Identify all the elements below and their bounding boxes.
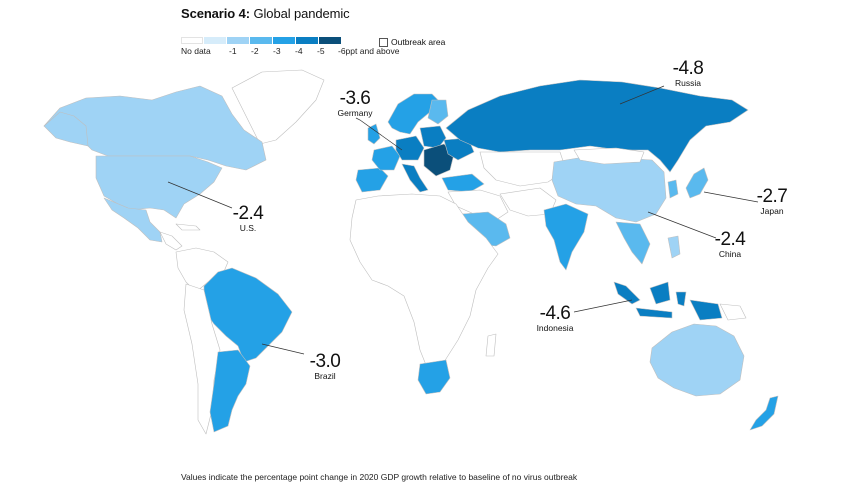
country-australia bbox=[649, 323, 745, 397]
callout-value: -3.6 bbox=[339, 88, 371, 109]
country-andes bbox=[183, 283, 221, 435]
country-central-america bbox=[159, 231, 183, 251]
country-uk bbox=[367, 123, 381, 145]
callout-brazil: -3.0 Brazil bbox=[302, 351, 348, 381]
leader-indonesia bbox=[573, 299, 633, 313]
country-central-asia bbox=[479, 151, 567, 187]
country-indonesia-borneo bbox=[649, 281, 671, 305]
callout-country: China bbox=[718, 249, 742, 259]
country-finland bbox=[427, 99, 449, 125]
callout-country: Russia bbox=[675, 78, 701, 88]
leader-japan bbox=[703, 191, 759, 203]
country-southeast-asia bbox=[615, 221, 651, 265]
country-brazil bbox=[203, 267, 293, 363]
legend-label-no-data: No data bbox=[181, 46, 211, 56]
callout-country: Indonesia bbox=[536, 323, 574, 333]
title-text: Global pandemic bbox=[250, 6, 350, 21]
footnote: Values indicate the percentage point cha… bbox=[181, 472, 578, 482]
legend-label-4: -4 bbox=[295, 46, 303, 56]
callout-country: Japan bbox=[760, 206, 784, 216]
callout-country: Brazil bbox=[314, 371, 336, 381]
country-eastern-europe bbox=[423, 143, 455, 177]
leader-russia bbox=[619, 85, 665, 105]
legend-swatch-3 bbox=[250, 37, 272, 44]
legend-swatch-2 bbox=[227, 37, 249, 44]
callout-value: -4.6 bbox=[539, 303, 571, 324]
outbreak-label: Outbreak area bbox=[391, 37, 446, 47]
legend-label-5: -5 bbox=[317, 46, 325, 56]
country-indonesia-sumatra bbox=[613, 281, 641, 305]
country-new-zealand bbox=[749, 395, 779, 431]
callout-country: U.S. bbox=[239, 223, 257, 233]
callout-value: -4.8 bbox=[672, 58, 704, 79]
country-russia bbox=[445, 79, 749, 173]
callout-indonesia: -4.6 Indonesia bbox=[530, 303, 580, 333]
callout-germany: -3.6 Germany bbox=[332, 88, 378, 118]
leader-germany bbox=[355, 117, 403, 151]
country-philippines bbox=[667, 235, 681, 259]
leader-us bbox=[167, 181, 233, 209]
leader-china bbox=[647, 211, 717, 239]
callout-country: Germany bbox=[337, 108, 373, 118]
country-india bbox=[543, 203, 589, 271]
legend-swatch-4 bbox=[273, 37, 295, 44]
country-caribbean bbox=[175, 223, 201, 231]
country-japan bbox=[685, 167, 709, 199]
legend-label-2: -2 bbox=[251, 46, 259, 56]
country-italy bbox=[401, 163, 429, 193]
country-mongolia bbox=[573, 147, 645, 165]
callout-value: -2.4 bbox=[714, 229, 746, 250]
legend-labels: No data -1 -2 -3 -4 -5 -6ppt and above bbox=[181, 46, 421, 58]
title-scenario: Scenario 4: bbox=[181, 6, 250, 21]
outbreak-legend: Outbreak area bbox=[379, 37, 445, 47]
country-turkey bbox=[441, 173, 485, 193]
country-usa bbox=[95, 155, 223, 219]
callout-china: -2.4 China bbox=[708, 229, 752, 259]
country-korea bbox=[667, 179, 679, 199]
country-south-africa bbox=[417, 359, 451, 395]
legend-swatch-no-data bbox=[181, 37, 203, 44]
callout-value: -2.7 bbox=[756, 186, 788, 207]
country-indonesia-java bbox=[635, 307, 673, 319]
country-canada bbox=[43, 85, 267, 171]
legend-swatch-5 bbox=[296, 37, 318, 44]
leader-brazil bbox=[261, 343, 305, 355]
color-legend: No data -1 -2 -3 -4 -5 -6ppt and above bbox=[181, 37, 421, 58]
legend-label-1: -1 bbox=[229, 46, 237, 56]
country-argentina bbox=[209, 349, 251, 433]
outbreak-swatch bbox=[379, 37, 388, 47]
legend-swatch-1 bbox=[204, 37, 226, 44]
legend-label-6: -6ppt and above bbox=[338, 46, 400, 56]
country-alaska bbox=[43, 111, 89, 147]
country-middle-east bbox=[447, 189, 509, 221]
callout-value: -3.0 bbox=[309, 351, 341, 372]
chart-title: Scenario 4: Global pandemic bbox=[181, 6, 350, 21]
country-madagascar bbox=[485, 333, 497, 357]
country-germany bbox=[395, 135, 425, 161]
callout-japan: -2.7 Japan bbox=[750, 186, 794, 216]
country-africa bbox=[349, 193, 499, 371]
country-mexico bbox=[103, 197, 163, 243]
callout-value: -2.4 bbox=[232, 203, 264, 224]
legend-swatches bbox=[181, 37, 421, 44]
country-poland bbox=[419, 125, 447, 149]
country-greenland bbox=[231, 69, 325, 145]
legend-label-3: -3 bbox=[273, 46, 281, 56]
country-papua-new-guinea bbox=[719, 303, 747, 321]
country-france bbox=[371, 145, 401, 171]
callout-russia: -4.8 Russia bbox=[664, 58, 712, 88]
country-indonesia-sulawesi bbox=[675, 291, 687, 307]
legend-swatch-6 bbox=[319, 37, 341, 44]
callout-us: -2.4 U.S. bbox=[226, 203, 270, 233]
country-indonesia-papua bbox=[689, 299, 723, 321]
country-iberia bbox=[355, 167, 389, 193]
